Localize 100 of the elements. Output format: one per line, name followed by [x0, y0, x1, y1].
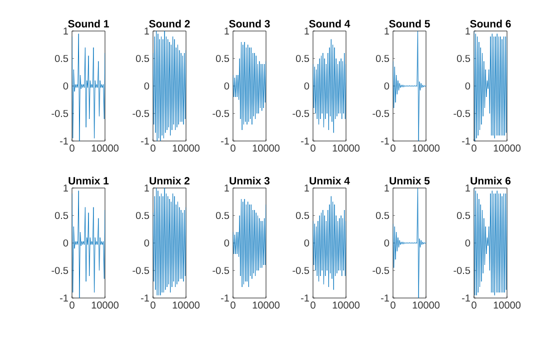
- y-tick-label: 1: [304, 184, 309, 192]
- y-tick-label: -0.5: [372, 110, 390, 118]
- y-tick-label: -0.5: [372, 266, 390, 274]
- line-series: [313, 196, 346, 290]
- y-tick-label: -1: [301, 138, 309, 144]
- y-tick-label: 1: [384, 28, 389, 34]
- x-tick-label: 0: [150, 144, 156, 152]
- x-tick-label: 0: [310, 302, 316, 309]
- chart-title: Sound 5: [389, 20, 430, 28]
- x-tick-label: 10000: [332, 144, 360, 152]
- line-series: [233, 198, 266, 288]
- y-tick-label: 0: [224, 239, 230, 247]
- chart-title: Unmix 5: [390, 176, 430, 184]
- y-tick-label: 1: [224, 28, 229, 34]
- x-tick-label: 0: [390, 144, 396, 152]
- x-tick-label: 0: [310, 144, 316, 152]
- y-tick-label: 0: [63, 82, 68, 90]
- x-tick-label: 10000: [494, 302, 521, 309]
- y-tick-label: -1: [462, 294, 470, 302]
- x-tick-label: 10000: [412, 302, 440, 309]
- y-tick-label: -0.5: [454, 266, 470, 274]
- chart-title: Unmix 2: [150, 176, 190, 184]
- line-series: [72, 190, 106, 298]
- y-tick-label: -0.5: [454, 110, 470, 118]
- x-tick-label: 10000: [92, 144, 119, 152]
- y-tick-label: 1: [144, 28, 149, 34]
- y-tick-label: -0.5: [132, 110, 150, 118]
- line-series: [393, 31, 426, 141]
- chart-title: Sound 3: [229, 20, 270, 28]
- y-tick-label: -0.5: [52, 110, 68, 118]
- y-tick-label: 0: [465, 82, 470, 90]
- y-tick-label: -1: [301, 294, 309, 302]
- x-tick-label: 0: [230, 144, 236, 152]
- y-tick-label: 0: [384, 239, 390, 247]
- y-tick-label: -0.5: [132, 266, 150, 274]
- y-tick-label: -0.5: [212, 110, 230, 118]
- x-tick-label: 10000: [252, 144, 280, 152]
- y-tick-label: 1: [384, 184, 389, 192]
- line-series: [474, 31, 508, 141]
- line-series: [474, 188, 508, 296]
- chart-title: Sound 4: [309, 20, 350, 28]
- y-tick-label: -1: [60, 138, 68, 144]
- y-tick-label: 1: [64, 28, 68, 34]
- x-tick-label: 0: [472, 302, 476, 309]
- y-tick-label: 1: [466, 184, 470, 192]
- y-tick-label: -1: [462, 138, 470, 144]
- chart-title: Unmix 3: [230, 176, 270, 184]
- y-tick-label: 0: [144, 239, 150, 247]
- y-tick-label: -0.5: [292, 110, 310, 118]
- line-series: [313, 39, 346, 133]
- y-tick-label: 0: [304, 239, 310, 247]
- line-series: [393, 188, 426, 298]
- x-tick-label: 10000: [332, 302, 360, 309]
- x-tick-label: 10000: [252, 302, 280, 309]
- x-tick-label: 0: [230, 302, 236, 309]
- chart-title: Unmix 6: [470, 176, 511, 184]
- line-series: [72, 34, 106, 141]
- y-tick-label: 0: [144, 82, 150, 90]
- line-series: [233, 42, 266, 130]
- y-tick-label: 0: [224, 82, 230, 90]
- chart-title: Unmix 4: [310, 176, 350, 184]
- x-tick-label: 10000: [494, 144, 521, 152]
- y-tick-label: 0: [304, 82, 310, 90]
- y-tick-label: 1: [304, 28, 309, 34]
- y-tick-label: -0.5: [292, 266, 310, 274]
- y-tick-label: 0: [63, 239, 68, 247]
- x-tick-label: 0: [70, 144, 74, 152]
- y-tick-label: 0.5: [376, 212, 390, 220]
- x-tick-label: 0: [390, 302, 396, 309]
- y-tick-label: -1: [60, 294, 68, 302]
- y-tick-label: 0.5: [296, 212, 310, 220]
- y-tick-label: 0.5: [136, 212, 150, 220]
- y-tick-label: -0.5: [212, 266, 230, 274]
- y-tick-label: 0.5: [54, 212, 68, 220]
- y-tick-label: 0: [384, 82, 390, 90]
- x-tick-label: 10000: [172, 302, 200, 309]
- y-tick-label: 0.5: [456, 54, 470, 62]
- y-tick-label: 0.5: [54, 54, 68, 62]
- x-tick-label: 10000: [172, 144, 200, 152]
- line-series: [153, 188, 186, 296]
- chart-title: Sound 6: [470, 20, 511, 28]
- y-tick-label: 0.5: [136, 54, 150, 62]
- y-tick-label: 1: [64, 184, 68, 192]
- chart-title: Sound 2: [149, 20, 190, 28]
- x-tick-label: 0: [472, 144, 476, 152]
- y-tick-label: 0.5: [216, 212, 230, 220]
- chart-title: Unmix 1: [68, 176, 109, 184]
- y-tick-label: -1: [381, 294, 389, 302]
- y-tick-label: -0.5: [52, 266, 68, 274]
- line-series: [153, 31, 186, 141]
- y-tick-label: 0.5: [376, 54, 390, 62]
- y-tick-label: -1: [141, 138, 149, 144]
- x-tick-label: 10000: [412, 144, 440, 152]
- y-tick-label: 0.5: [456, 212, 470, 220]
- y-tick-label: 0.5: [296, 54, 310, 62]
- x-tick-label: 10000: [92, 302, 119, 309]
- chart-title: Sound 1: [68, 20, 109, 28]
- y-tick-label: -1: [221, 138, 229, 144]
- x-tick-label: 0: [150, 302, 156, 309]
- y-tick-label: 1: [466, 28, 470, 34]
